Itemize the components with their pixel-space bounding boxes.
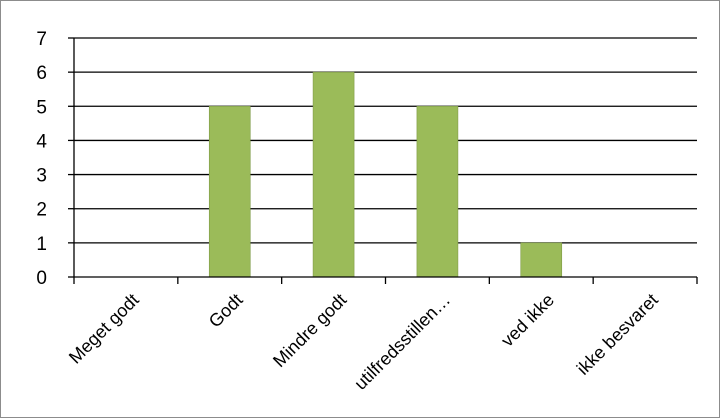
gridlines xyxy=(74,37,697,244)
x-tick-label: ved ikke xyxy=(497,290,558,351)
y-tick-label: 4 xyxy=(36,131,47,152)
bar xyxy=(416,105,459,278)
axes xyxy=(68,37,698,284)
x-tick-label: Meget godt xyxy=(65,290,143,368)
bar xyxy=(520,242,563,278)
bars xyxy=(208,71,563,278)
x-tick-labels: Meget godt Godt Mindre godt utilfredsstille… xyxy=(65,290,662,394)
y-tick-label: 1 xyxy=(36,234,47,255)
y-tick-label: 0 xyxy=(36,268,47,289)
y-tick-label: 2 xyxy=(36,200,47,221)
x-tick-label: utilfredsstillen… xyxy=(350,290,454,394)
x-tick-label: ikke besvaret xyxy=(573,290,662,379)
x-tick-label: Godt xyxy=(205,290,247,332)
x-tick-label: Mindre godt xyxy=(269,290,350,371)
y-tick-label: 6 xyxy=(36,63,47,84)
bar xyxy=(208,105,251,278)
bar xyxy=(312,71,355,278)
y-tick-labels: 0 1 2 3 4 5 6 7 xyxy=(36,29,47,289)
y-tick-label: 7 xyxy=(36,29,47,50)
y-tick-label: 5 xyxy=(36,97,47,118)
y-tick-label: 3 xyxy=(36,166,47,187)
